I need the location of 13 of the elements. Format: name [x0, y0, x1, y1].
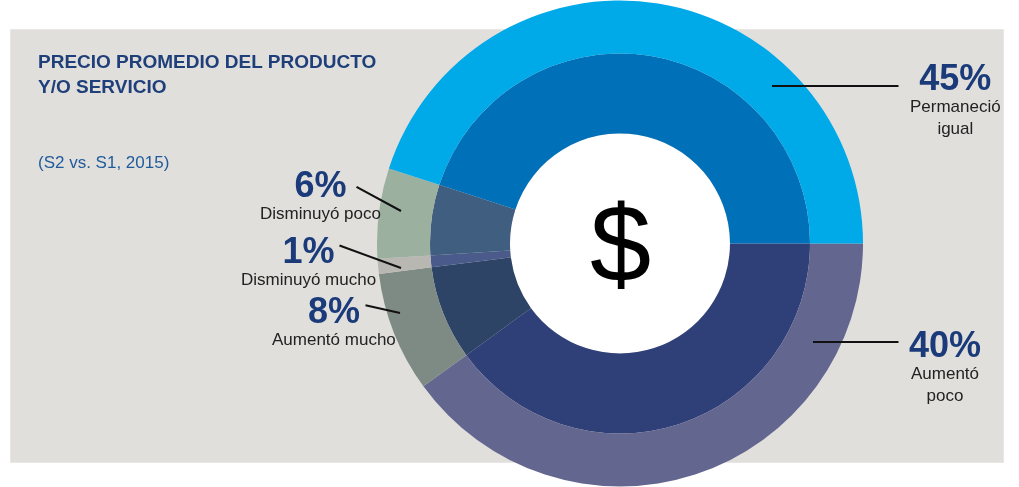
slice-label: Disminuyó poco: [260, 204, 381, 224]
slice-label: Disminuyó mucho: [241, 270, 377, 290]
data-label: 6%: [294, 164, 347, 205]
data-label: 8%: [307, 290, 360, 331]
slice-label: Permaneció igual: [910, 97, 1001, 139]
data-label: 45%: [919, 57, 992, 98]
data-label: 1%: [282, 230, 335, 271]
data-label: 40%: [909, 324, 982, 365]
text: $: [590, 182, 652, 305]
slice-label: Aumentó mucho: [272, 330, 396, 350]
text: (S2 vs. S1, 2015): [38, 153, 170, 172]
text: PRECIO PROMEDIO DEL PRODUCTO Y/O SERVICIO: [38, 51, 377, 97]
slice-label: Aumentó poco: [911, 364, 980, 406]
